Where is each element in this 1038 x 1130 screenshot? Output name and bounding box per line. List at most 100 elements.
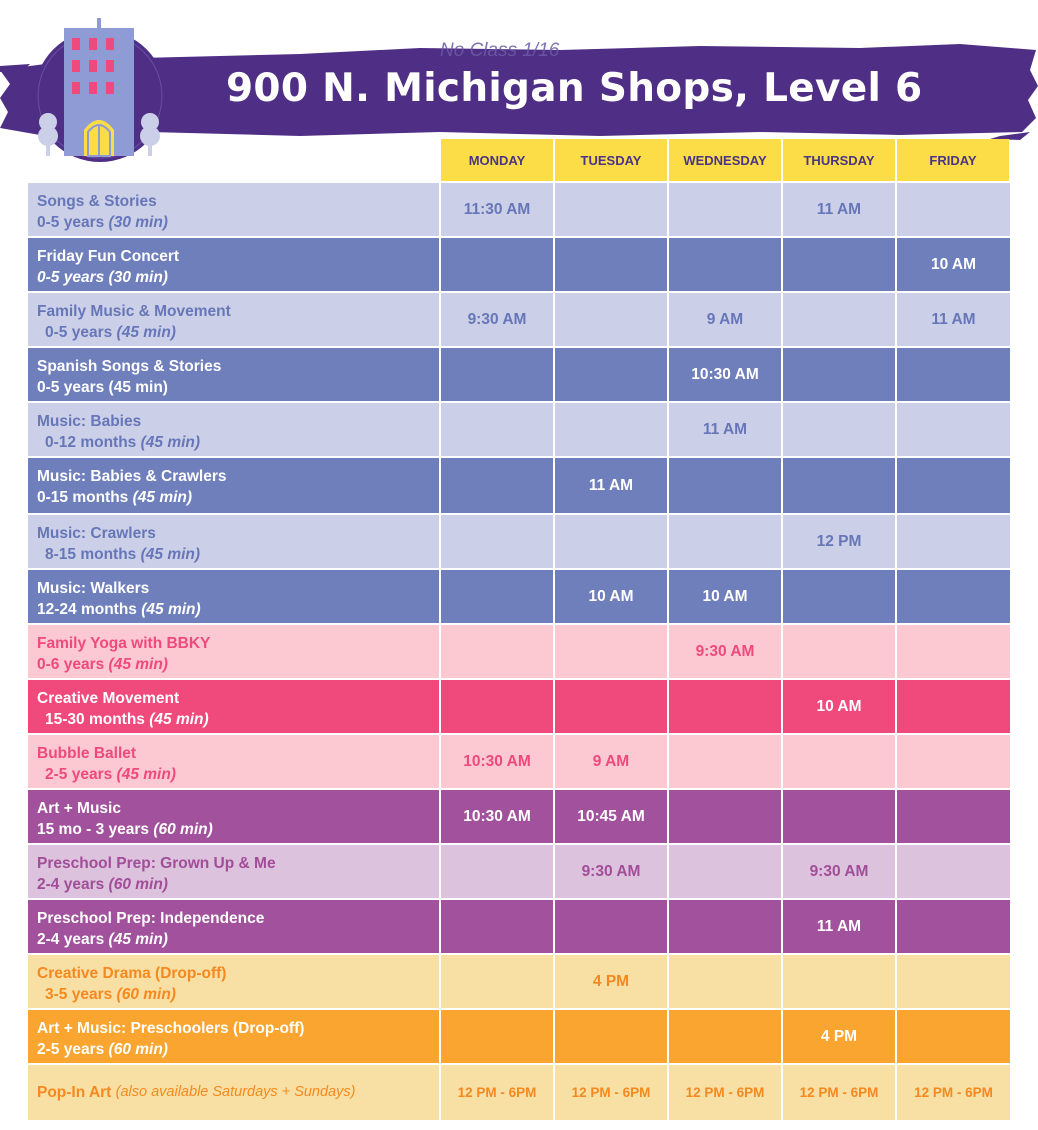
time-cell [555,403,667,456]
class-age-line: 15 mo - 3 years (60 min) [37,819,439,840]
day-header-friday: FRIDAY [897,139,1009,181]
class-row: Bubble Ballet 2-5 years (45 min) 10:30 AM 9… [28,735,1011,788]
class-age-line: 2-5 years (45 min) [37,764,439,785]
time-cell [441,625,553,678]
time-cell [783,293,895,346]
class-row: Music: Babies 0-12 months (45 min) 11 AM [28,403,1011,456]
class-name-cell: Creative Drama (Drop-off) 3-5 years (60 m… [28,955,439,1008]
class-duration: (45 min) [132,489,193,506]
class-title: Music: Walkers [37,580,150,597]
day-header-tuesday: TUESDAY [555,139,667,181]
time-cell: 10:45 AM [555,790,667,843]
time-cell [441,515,553,568]
day-header-monday: MONDAY [441,139,553,181]
time-cell [555,625,667,678]
time-cell [555,515,667,568]
class-age: 0-15 months [37,489,129,506]
time-cell [897,790,1010,843]
class-title: Music: Babies & Crawlers [37,468,227,485]
time-cell [555,348,667,401]
time-cell: 9 AM [669,293,781,346]
time-cell [669,900,781,953]
time-cell [783,348,895,401]
time-cell: 10 AM [669,570,781,623]
class-age-line: 2-5 years (60 min) [37,1039,439,1060]
time-cell [783,625,895,678]
time-cell [897,570,1010,623]
time-cell [669,790,781,843]
time-cell [669,1010,781,1063]
class-duration: (45 min) [108,656,168,673]
class-duration: (60 min) [108,1041,168,1058]
time-cell [441,680,553,733]
time-cell [897,625,1010,678]
class-duration: (45 min) [141,601,201,618]
class-age-line: 8-15 months (45 min) [37,544,439,565]
time-cell [555,238,667,291]
time-cell [669,680,781,733]
time-cell [669,955,781,1008]
time-cell [441,348,553,401]
time-cell: 11:30 AM [441,183,553,236]
class-name-cell: Music: Babies 0-12 months (45 min) [28,403,439,456]
class-duration: (60 min) [153,821,213,838]
time-cell: 12 PM - 6PM [669,1065,781,1120]
day-header-thursday: THURSDAY [783,139,895,181]
time-cell [897,348,1010,401]
class-row: Art + Music 15 mo - 3 years (60 min) 10:30… [28,790,1011,843]
class-name-cell: Songs & Stories 0-5 years (30 min) [28,183,439,236]
class-title: Spanish Songs & Stories [37,358,222,375]
class-row: Family Music & Movement 0-5 years (45 min… [28,293,1011,346]
time-cell: 11 AM [669,403,781,456]
day-header-wednesday: WEDNESDAY [669,139,781,181]
class-age-line: 0-15 months (45 min) [37,487,439,508]
time-cell [669,845,781,898]
class-age-line: 0-12 months (45 min) [37,432,439,453]
class-name-cell: Preschool Prep: Grown Up & Me 2-4 years (… [28,845,439,898]
class-row: Creative Movement 15-30 months (45 min) 10… [28,680,1011,733]
time-cell [783,790,895,843]
time-cell: 10 AM [897,238,1010,291]
day-header-row: MONDAY TUESDAY WEDNESDAY THURSDAY FRIDAY [441,139,1011,181]
time-cell [897,515,1010,568]
no-class-note: No Class 1/16 [440,40,560,61]
class-age-line: 0-5 years (30 min) [37,267,439,288]
class-title: Family Yoga with BBKY [37,635,211,652]
class-name-cell: Preschool Prep: Independence 2-4 years (4… [28,900,439,953]
time-cell: 4 PM [783,1010,895,1063]
class-duration: (45 min) [149,711,209,728]
class-title: Pop-In Art [37,1084,112,1101]
time-cell: 11 AM [783,900,895,953]
building-icon [34,10,166,162]
time-cell [897,458,1010,513]
time-cell: 11 AM [897,293,1010,346]
class-age: 2-4 years [37,876,105,893]
class-title: Music: Babies [37,413,142,430]
time-cell [783,238,895,291]
class-duration: (45 min) [116,766,176,783]
time-cell [555,680,667,733]
class-duration: (45 min) [116,324,176,341]
class-note: (also available Saturdays + Sundays) [115,1084,356,1100]
class-title: Friday Fun Concert [37,248,180,265]
class-row: Family Yoga with BBKY 0-6 years (45 min) 9… [28,625,1011,678]
class-row: Art + Music: Preschoolers (Drop-off) 2-5 … [28,1010,1011,1063]
class-row: Music: Crawlers 8-15 months (45 min) 12 PM [28,515,1011,568]
class-name-cell: Art + Music: Preschoolers (Drop-off) 2-5 … [28,1010,439,1063]
time-cell [783,570,895,623]
time-cell [897,735,1010,788]
time-cell [669,515,781,568]
class-name-cell: Music: Crawlers 8-15 months (45 min) [28,515,439,568]
time-cell: 10:30 AM [441,735,553,788]
class-duration: (30 min) [108,214,168,231]
time-cell: 10 AM [555,570,667,623]
class-age: 2-5 years [45,766,113,783]
class-duration: (30 min) [108,269,168,286]
class-name-cell: Music: Babies & Crawlers 0-15 months (45 … [28,458,439,513]
class-name-cell: Art + Music 15 mo - 3 years (60 min) [28,790,439,843]
class-name-cell: Music: Walkers 12-24 months (45 min) [28,570,439,623]
class-title: Preschool Prep: Independence [37,910,265,927]
class-name-cell: Spanish Songs & Stories 0-5 years (45 min… [28,348,439,401]
class-duration: (60 min) [116,986,176,1003]
class-name-cell: Family Music & Movement 0-5 years (45 min… [28,293,439,346]
